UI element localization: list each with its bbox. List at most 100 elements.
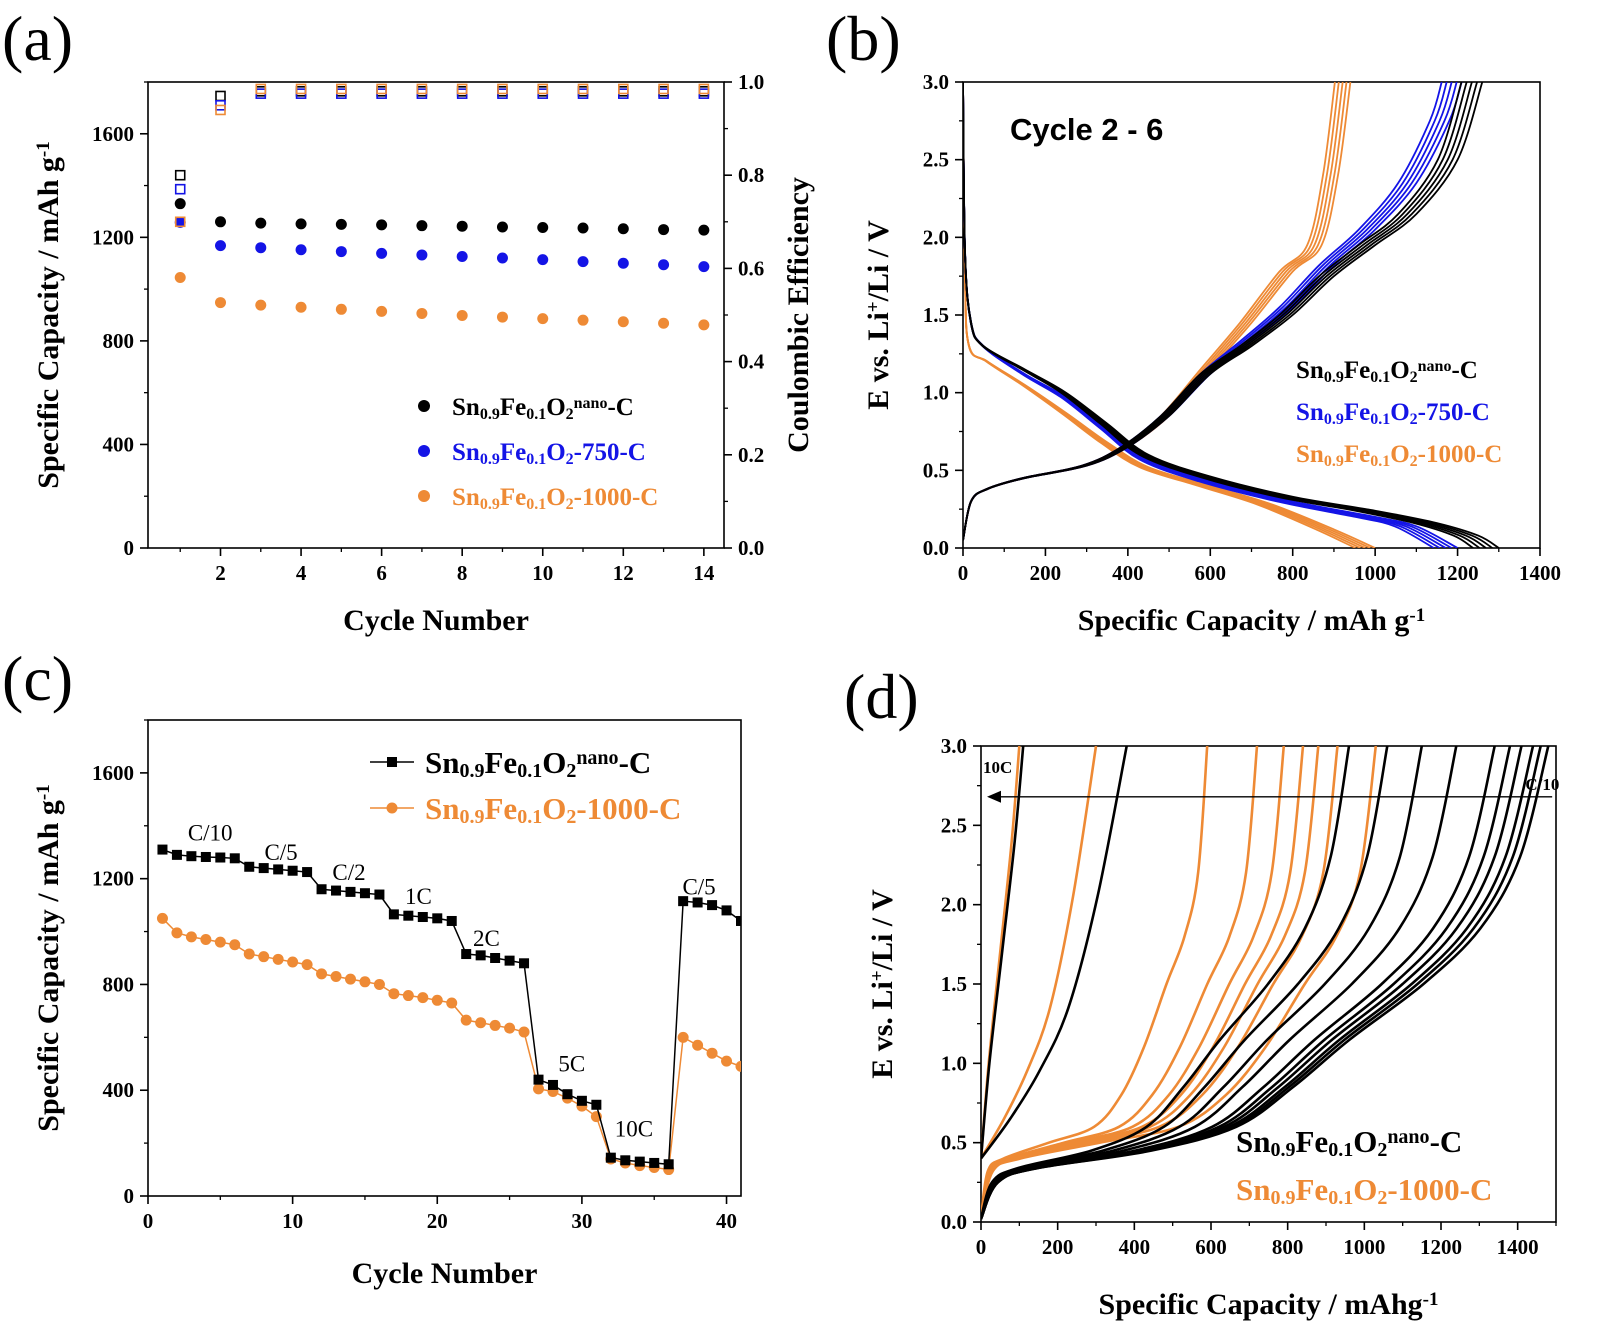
- panel-c-xtick-label: 0: [143, 1209, 154, 1233]
- panel-c-square-point: [576, 1095, 587, 1106]
- panel-c-square-point: [316, 884, 327, 895]
- panel-c-circle-point: [533, 1083, 545, 1095]
- panel-a-capacity-point: [376, 247, 388, 259]
- panel-d-xtick-label: 0: [976, 1235, 987, 1259]
- panel-b: 0 200 400 600 800 1000 1200 1400 0.0 0.5 1.0 1.5 2.0…: [826, 3, 1561, 637]
- panel-a-y2-ytick-label: 0.2: [738, 443, 764, 467]
- panel-b-legend-label: Sn0.9Fe0.1O2-1000-C: [1296, 441, 1502, 470]
- panel-a-legend-label-part: O: [546, 394, 565, 421]
- panel-a-y2label: Coulombic Efficiency: [782, 177, 815, 453]
- panel-a-legend-label-part: 0.1: [526, 496, 546, 513]
- panel-c-legend-label-part: 0.1: [517, 806, 542, 828]
- panel-a-legend-label-part: Sn: [452, 439, 480, 466]
- panel-a-capacity-point: [456, 250, 468, 262]
- panel-a-capacity-point: [416, 220, 428, 232]
- panel-a-legend-label-part: 0.1: [526, 451, 546, 468]
- panel-b-legend-label-part: 0.9: [1324, 369, 1344, 386]
- panel-a-legend-label-part: 2: [566, 496, 574, 513]
- panel-a-capacity-point: [376, 219, 388, 231]
- panel-b-discharge-line: [963, 82, 1487, 548]
- panel-d: 0 200 400 600 800 1000 1200 1400 0.0 0.5 1.0 1.5 2.0…: [844, 661, 1559, 1321]
- panel-a-ytick-label: 400: [103, 432, 135, 456]
- panel-a: 2 4 6 8 10 12 14 0 400 800 1200 1600 0.0 0.2 0.4 0.6 0.8…: [2, 3, 815, 637]
- panel-c-xtick-label: 20: [427, 1209, 448, 1233]
- panel-a-capacity-point: [215, 216, 227, 228]
- panel-c-square-point: [374, 889, 385, 900]
- panel-b-xtick-label: 1200: [1437, 561, 1479, 585]
- panel-c-legend-label-part: -C: [619, 745, 652, 780]
- panel-d-legend-label: Sn0.9Fe0.1O2-1000-C: [1236, 1172, 1492, 1209]
- panel-a-capacity-point: [335, 303, 347, 315]
- panel-c-square-point: [215, 852, 226, 863]
- panel-c-square-point: [287, 865, 298, 876]
- panel-c-legend-marker: [387, 757, 397, 767]
- panel-d-xtick-label: 600: [1195, 1235, 1227, 1259]
- panel-c-circle-point: [504, 1022, 516, 1034]
- panel-d-ylabel-part: /Li / V: [866, 889, 899, 971]
- panel-a-capacity-point: [658, 224, 670, 236]
- panel-c-circle-point: [301, 959, 313, 971]
- panel-b-xtick-label: 600: [1195, 561, 1227, 585]
- panel-c-square-point: [302, 867, 313, 878]
- panel-c-circle-point: [706, 1047, 718, 1059]
- panel-a-capacity-point: [174, 216, 186, 228]
- panel-c-square-point: [403, 910, 414, 921]
- panel-a-capacity-point: [416, 249, 428, 261]
- panel-a-ytick-label: 1200: [92, 225, 134, 249]
- panel-a-legend-label-part: -750-C: [574, 439, 646, 466]
- panel-a-capacity-point: [698, 261, 710, 273]
- panel-c-circle-point: [402, 990, 414, 1002]
- panel-b-curves: [963, 82, 1500, 548]
- panel-a-legend-label-part: 0.9: [480, 406, 500, 423]
- panel-a-capacity-point: [537, 254, 549, 266]
- panel-b-xlabel-part: Specific Capacity / mAh g: [1078, 604, 1410, 637]
- panel-c-circle-point: [460, 1014, 472, 1026]
- panel-a-efficiency-point: [698, 86, 710, 97]
- panel-a-legend-label-part: 0.9: [480, 496, 500, 513]
- panel-c-circle-point: [344, 973, 356, 985]
- panel-a-legend-marker: [418, 445, 430, 457]
- panel-d-ytick-label: 1.5: [941, 972, 967, 996]
- panel-a-capacity-point: [255, 242, 267, 254]
- panel-c-square-point: [634, 1156, 645, 1167]
- panel-c-legend-label-part: -1000-C: [576, 791, 681, 826]
- panel-c-legend-label: Sn0.9Fe0.1O2nano-C: [425, 745, 651, 782]
- panel-c-ytick-label: 0: [124, 1184, 135, 1208]
- panel-a-capacity-point: [577, 222, 589, 234]
- panel-a-legend-label-part: Fe: [500, 394, 526, 421]
- panel-a-legend-label-part: Fe: [500, 439, 526, 466]
- panel-b-ytick-label: 2.5: [923, 148, 949, 172]
- panel-c-square-point: [591, 1099, 602, 1110]
- panel-d-xtick-label: 800: [1272, 1235, 1304, 1259]
- panel-c-square-point: [331, 885, 342, 896]
- panel-b-ytick-label: 0.0: [923, 536, 949, 560]
- panel-a-legend-label: Sn0.9Fe0.1O2nano-C: [452, 394, 634, 423]
- panel-b-legend-label-part: 0.1: [1370, 453, 1390, 470]
- panel-a-xtick-label: 4: [296, 561, 307, 585]
- panel-c-square-point: [736, 915, 741, 926]
- panel-a-legend-label: Sn0.9Fe0.1O2-750-C: [452, 439, 646, 468]
- panel-a-xtick-label: 6: [376, 561, 387, 585]
- panel-a-y2-ytick-label: 0.6: [738, 256, 764, 280]
- panel-c-circle-point: [692, 1039, 704, 1051]
- panel-c-circle-point: [475, 1017, 487, 1029]
- panel-a-efficiency-point: [215, 104, 226, 116]
- panel-c-legend-label-part: 2: [566, 806, 576, 828]
- panel-a-ytick-label: 0: [124, 536, 135, 560]
- panel-a-ytick-label: 1600: [92, 122, 134, 146]
- panel-b-charge-line: [963, 82, 1443, 541]
- panel-b-discharge-line: [963, 82, 1481, 548]
- panel-a-letter: (a): [2, 3, 73, 74]
- panel-c-circle-point: [373, 978, 385, 990]
- panel-a-efficiency-point: [336, 83, 347, 95]
- panel-a-y2-ytick-label: 0.4: [738, 350, 765, 374]
- panel-c-square-point: [157, 844, 168, 855]
- panel-c-square-point: [359, 888, 370, 899]
- panel-b-legend-label-part: Sn: [1296, 441, 1324, 468]
- panel-a-capacity-point: [456, 310, 468, 322]
- panel-c-ylabel-part: Specific Capacity / mAh g: [32, 800, 65, 1132]
- panel-a-efficiency-point: [537, 86, 549, 97]
- panel-b-legend-label-part: 2: [1410, 411, 1418, 428]
- panel-a-capacity-point: [376, 305, 388, 317]
- panel-b-charge-line: [963, 82, 1448, 541]
